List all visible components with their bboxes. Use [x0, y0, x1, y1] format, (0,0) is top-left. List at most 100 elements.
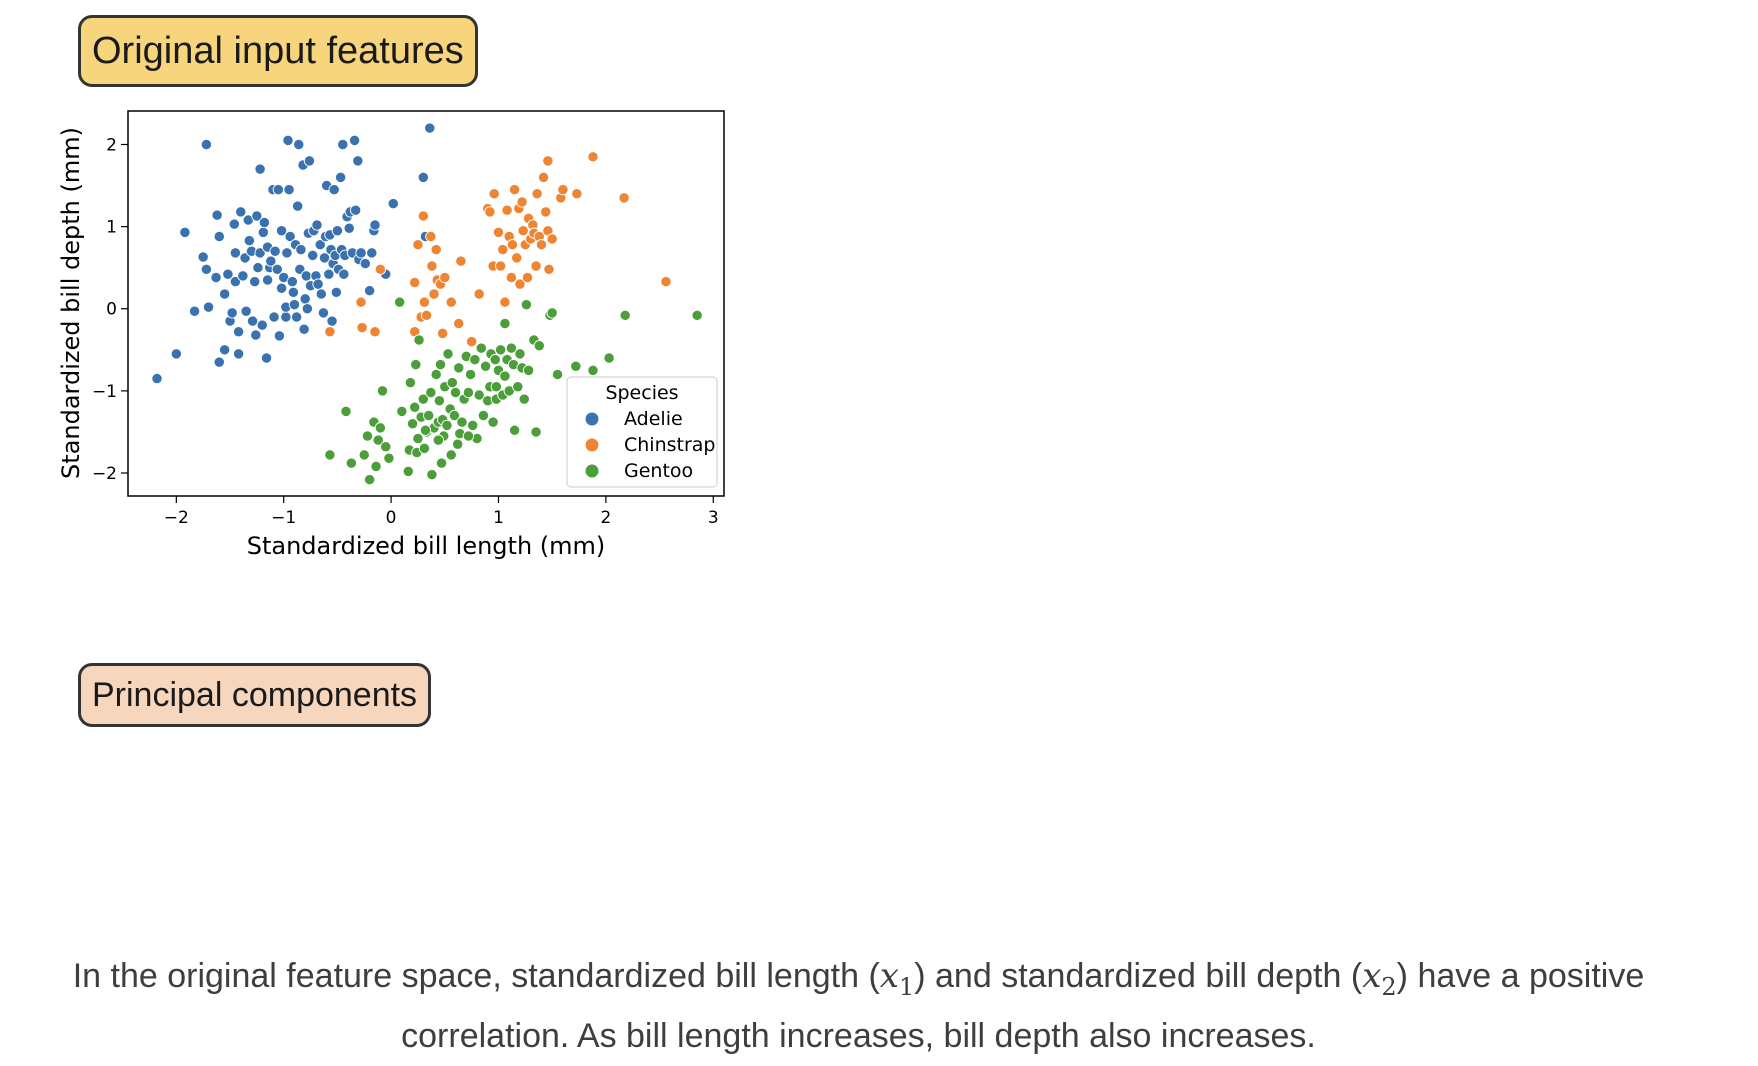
- point-adelie: [254, 163, 266, 175]
- legend-title: Species: [605, 382, 678, 404]
- point-gentoo: [370, 460, 382, 473]
- point-adelie: [292, 200, 304, 212]
- point-gentoo: [412, 432, 424, 445]
- point-gentoo: [464, 368, 477, 381]
- legend-label-adelie: Adelie: [624, 408, 683, 430]
- legend-marker-chinstrap: [585, 438, 599, 452]
- point-adelie: [366, 247, 378, 259]
- caption-text-1: In the original feature space, standardi…: [72, 957, 880, 995]
- point-chinstrap: [537, 171, 550, 183]
- point-gentoo: [376, 385, 389, 397]
- point-adelie: [170, 348, 182, 360]
- x2-subscript: 2: [1381, 972, 1397, 1001]
- point-chinstrap: [439, 271, 451, 284]
- x2-variable: x2: [1362, 956, 1396, 1001]
- point-adelie: [369, 219, 381, 231]
- point-gentoo: [358, 449, 370, 461]
- point-gentoo: [533, 340, 545, 352]
- point-adelie: [348, 134, 361, 147]
- point-gentoo: [361, 430, 374, 442]
- point-chinstrap: [356, 321, 368, 334]
- point-adelie: [352, 155, 364, 167]
- point-gentoo: [462, 430, 475, 442]
- point-chinstrap: [488, 188, 500, 200]
- point-adelie: [200, 138, 213, 151]
- point-gentoo: [603, 352, 615, 364]
- x-axis-label: Standardized bill length (mm): [247, 532, 606, 560]
- point-adelie: [246, 315, 259, 327]
- point-adelie: [282, 134, 294, 147]
- point-chinstrap: [516, 196, 528, 208]
- point-gentoo: [477, 409, 490, 422]
- point-adelie: [229, 247, 242, 259]
- point-adelie: [151, 372, 163, 385]
- point-gentoo: [551, 368, 564, 381]
- point-adelie: [275, 225, 288, 237]
- point-gentoo: [372, 434, 384, 446]
- point-chinstrap: [542, 155, 554, 167]
- point-adelie: [179, 226, 191, 239]
- original-input-features-badge: Original input features: [78, 15, 478, 87]
- point-adelie: [290, 311, 303, 323]
- point-chinstrap: [506, 239, 519, 251]
- x-tick-label: 0: [386, 508, 397, 528]
- point-gentoo: [475, 342, 487, 354]
- point-adelie: [249, 275, 261, 288]
- point-chinstrap: [355, 296, 367, 308]
- point-chinstrap: [428, 288, 440, 300]
- point-chinstrap: [505, 271, 518, 284]
- point-gentoo: [340, 405, 352, 418]
- point-adelie: [228, 218, 240, 230]
- point-adelie: [271, 263, 283, 275]
- point-chinstrap: [535, 239, 548, 251]
- point-chinstrap: [430, 243, 442, 256]
- point-gentoo: [404, 377, 417, 389]
- point-gentoo: [324, 449, 336, 461]
- point-adelie: [300, 270, 312, 282]
- point-chinstrap: [324, 326, 336, 338]
- point-adelie: [326, 315, 338, 327]
- point-chinstrap: [369, 326, 381, 338]
- original-input-features-label: Original input features: [92, 29, 464, 72]
- point-gentoo: [417, 393, 429, 405]
- point-adelie: [257, 226, 269, 239]
- point-adelie: [343, 222, 355, 234]
- x-tick-label: −1: [271, 508, 296, 528]
- point-gentoo: [487, 416, 499, 428]
- point-gentoo: [425, 386, 437, 399]
- point-adelie: [318, 252, 331, 264]
- y-tick-label: 2: [106, 135, 117, 155]
- point-gentoo: [518, 393, 530, 405]
- point-gentoo: [413, 334, 425, 346]
- legend-label-chinstrap: Chinstrap: [624, 434, 716, 456]
- point-adelie: [301, 303, 313, 315]
- point-adelie: [218, 288, 231, 300]
- point-adelie: [252, 262, 264, 274]
- point-gentoo: [453, 362, 465, 374]
- legend-marker-gentoo: [585, 464, 599, 478]
- y-tick-label: 0: [106, 300, 117, 320]
- point-adelie: [424, 122, 436, 134]
- point-adelie: [284, 230, 296, 243]
- point-adelie: [286, 275, 298, 288]
- point-gentoo: [462, 386, 475, 399]
- point-adelie: [250, 329, 262, 341]
- point-chinstrap: [618, 192, 630, 204]
- caption: In the original feature space, standardi…: [40, 952, 1677, 1061]
- ticks-layer: −2 −1 0 1 2 3 −2 −1 0 1 2: [92, 135, 719, 528]
- x-tick-label: 2: [600, 508, 611, 528]
- point-gentoo: [402, 465, 414, 478]
- point-adelie: [251, 210, 263, 222]
- point-chinstrap: [455, 255, 467, 267]
- point-adelie: [317, 307, 330, 319]
- point-gentoo: [442, 348, 454, 360]
- point-adelie: [314, 239, 326, 251]
- point-adelie: [188, 305, 201, 317]
- point-adelie: [260, 352, 273, 364]
- point-gentoo: [448, 409, 461, 422]
- point-adelie: [222, 268, 234, 280]
- principal-components-badge: Principal components: [78, 663, 432, 727]
- point-gentoo: [394, 296, 406, 308]
- point-adelie: [268, 311, 280, 323]
- point-gentoo: [587, 364, 599, 376]
